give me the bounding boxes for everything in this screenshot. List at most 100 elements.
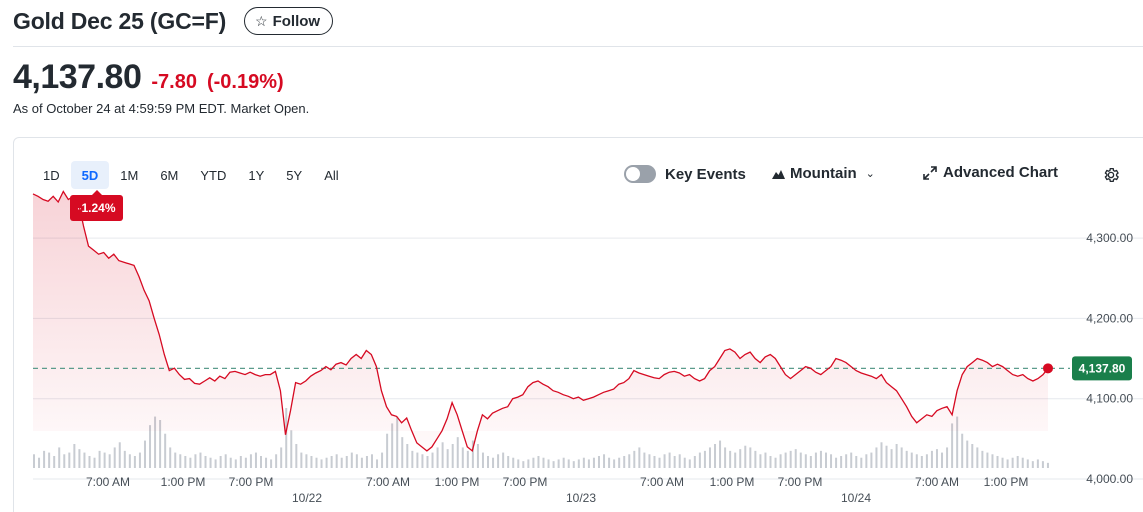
volume-bar	[759, 454, 762, 468]
volume-bar	[285, 408, 288, 468]
range-5y[interactable]: 5Y	[286, 167, 303, 183]
volume-bar	[149, 425, 152, 468]
volume-bar	[749, 447, 752, 468]
volume-bar	[88, 456, 91, 468]
volume-bar	[214, 459, 217, 468]
volume-bar	[43, 450, 46, 468]
volume-bar	[900, 447, 903, 468]
volume-bar	[184, 456, 187, 468]
toggle-switch[interactable]	[624, 165, 656, 183]
volume-bar	[320, 459, 323, 468]
star-outline-icon: ☆	[255, 12, 268, 29]
volume-bar	[386, 433, 389, 468]
svg-text:4,137.80: 4,137.80	[1079, 361, 1126, 375]
volume-bar	[814, 452, 817, 468]
volume-bar	[466, 450, 469, 468]
as-of-timestamp: As of October 24 at 4:59:59 PM EDT. Mark…	[13, 101, 310, 116]
volume-bar	[774, 457, 777, 468]
volume-bar	[507, 456, 510, 468]
volume-bar	[1016, 456, 1019, 468]
volume-bar	[971, 444, 974, 468]
volume-bar	[799, 452, 802, 468]
volume-bar	[663, 454, 666, 468]
volume-bar	[935, 449, 938, 468]
x-tick-label: 1:00 PM	[161, 475, 206, 489]
volume-bar	[986, 452, 989, 468]
volume-bar	[688, 459, 691, 468]
volume-bar	[270, 459, 273, 468]
follow-button[interactable]: ☆ Follow	[244, 7, 334, 35]
volume-bar	[804, 454, 807, 468]
gear-icon[interactable]	[1102, 166, 1120, 184]
volume-bar	[1011, 457, 1014, 468]
price-line	[32, 190, 1049, 453]
volume-bar	[910, 452, 913, 468]
volume-bar	[976, 447, 979, 468]
volume-bar	[38, 457, 41, 468]
volume-bar	[113, 447, 116, 468]
range-1m[interactable]: 1M	[120, 167, 139, 183]
volume-bar	[890, 449, 893, 468]
volume-bar	[355, 454, 358, 468]
price-change-percent: (-0.19%)	[206, 71, 284, 93]
volume-bar	[930, 450, 933, 468]
range-all[interactable]: All	[324, 167, 339, 183]
range-5d[interactable]: 5D	[70, 161, 110, 189]
key-events-toggle[interactable]: Key Events	[624, 165, 746, 183]
volume-bar	[1036, 459, 1039, 468]
volume-bar	[1021, 457, 1024, 468]
current-price: 4,137.80	[13, 58, 142, 96]
chart-type-dropdown[interactable]: Mountain ⌄	[772, 165, 875, 182]
volume-bar	[451, 444, 454, 468]
volume-bar	[194, 454, 197, 468]
volume-bar	[234, 459, 237, 468]
x-tick-label: 7:00 AM	[366, 475, 410, 489]
range-1y[interactable]: 1Y	[248, 167, 265, 183]
volume-bar	[73, 444, 76, 468]
volume-bar	[174, 452, 177, 468]
volume-bar	[724, 447, 727, 468]
volume-bar	[1001, 457, 1004, 468]
volume-bar	[436, 447, 439, 468]
volume-bar	[537, 456, 540, 468]
x-tick-label: 7:00 AM	[640, 475, 684, 489]
volume-bar	[164, 433, 167, 468]
volume-bar	[456, 437, 459, 468]
last-price-label: 4,137.80	[1072, 356, 1132, 381]
volume-bar	[370, 454, 373, 468]
x-tick-label: 7:00 PM	[503, 475, 548, 489]
volume-bar	[850, 452, 853, 468]
volume-bar	[714, 444, 717, 468]
volume-bar	[961, 433, 964, 468]
volume-bar	[587, 459, 590, 468]
range-1d[interactable]: 1D	[43, 167, 60, 183]
volume-bar	[300, 452, 303, 468]
volume-bar	[678, 454, 681, 468]
volume-bar	[991, 454, 994, 468]
range-6m[interactable]: 6M	[160, 167, 179, 183]
volume-bar	[391, 423, 394, 468]
volume-bar	[643, 452, 646, 468]
volume-bar	[471, 440, 474, 468]
volume-bar	[103, 452, 106, 468]
follow-label: Follow	[272, 12, 321, 30]
volume-bar	[572, 461, 575, 468]
volume-bar	[209, 457, 212, 468]
volume-bar	[53, 456, 56, 468]
x-tick-label: 7:00 AM	[86, 475, 130, 489]
volume-bar	[325, 457, 328, 468]
volume-bar	[824, 452, 827, 468]
y-tick-label: 4,100.00	[1086, 392, 1133, 406]
range-ytd[interactable]: YTD	[200, 167, 227, 183]
volume-bar	[295, 444, 298, 468]
volume-bar	[492, 457, 495, 468]
volume-bar	[830, 454, 833, 468]
volume-bar	[779, 454, 782, 468]
volume-bar	[335, 454, 338, 468]
volume-bar	[946, 447, 949, 468]
volume-bar	[693, 456, 696, 468]
volume-bar	[396, 416, 399, 468]
volume-bar	[562, 457, 565, 468]
advanced-chart-button[interactable]: Advanced Chart	[923, 164, 1058, 181]
